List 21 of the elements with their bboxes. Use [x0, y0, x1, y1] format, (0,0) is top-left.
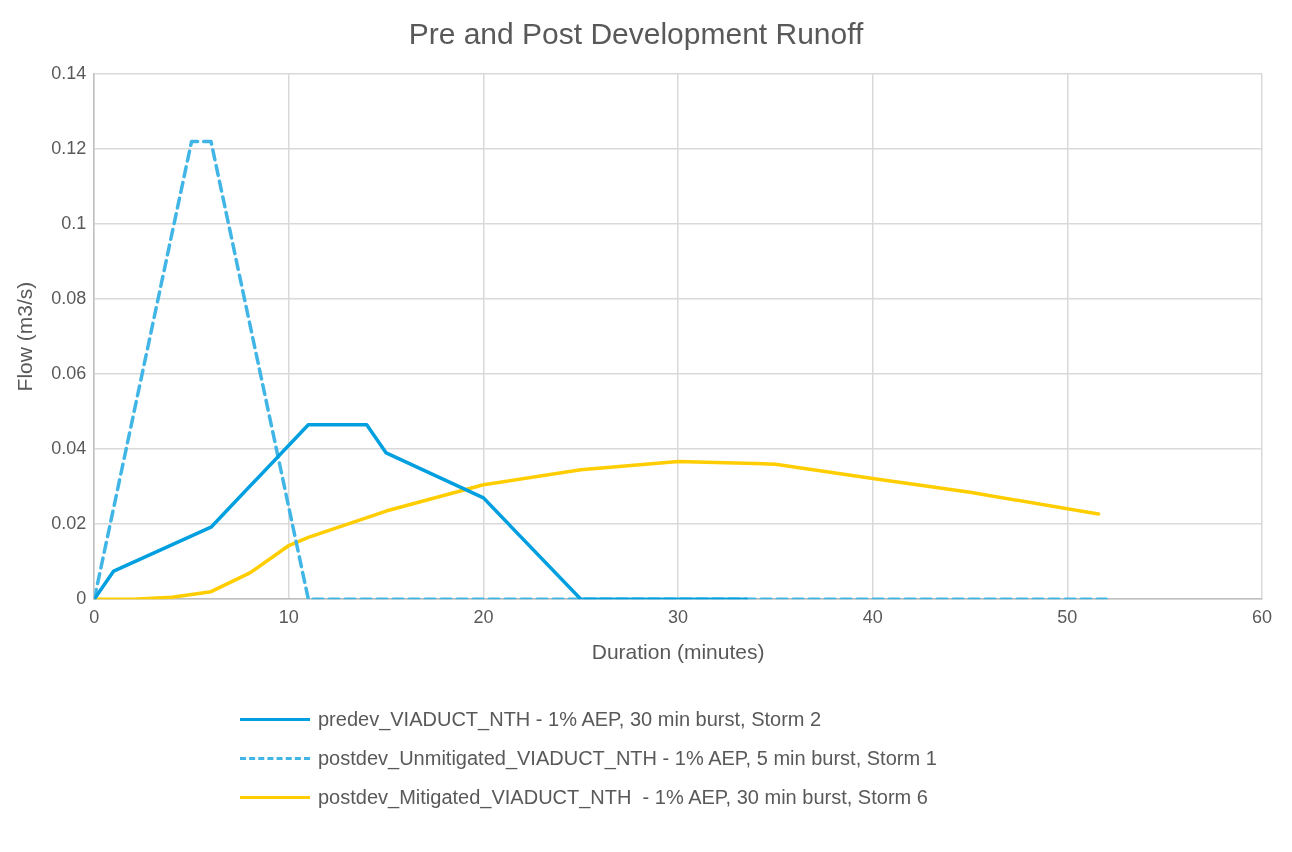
y-tick-label: 0.04 — [51, 438, 87, 459]
y-axis-title: Flow (m3/s) — [13, 281, 37, 392]
x-tick-label: 40 — [862, 606, 883, 627]
x-tick-label: 20 — [473, 606, 494, 627]
y-tick-label: 0.1 — [61, 213, 87, 234]
y-tick-label: 0.12 — [51, 138, 87, 158]
y-tick-label: 0.14 — [51, 62, 87, 83]
y-tick-label: 0 — [76, 588, 87, 609]
legend-label: postdev_Mitigated_VIADUCT_NTH - 1% AEP, 30 min burst, Storm 6 — [318, 786, 928, 809]
x-tick-label: 60 — [1251, 606, 1273, 627]
legend-label: postdev_Unmitigated_VIADUCT_NTH - 1% AEP, 5 min burst, Storm 1 — [318, 747, 937, 770]
x-axis-title: Duration (minutes) — [591, 640, 765, 664]
x-tick-label: 50 — [1057, 606, 1078, 627]
x-tick-label: 10 — [278, 606, 299, 627]
y-tick-label: 0.02 — [51, 513, 87, 534]
x-tick-label: 0 — [89, 606, 100, 627]
y-tick-label: 0.06 — [51, 363, 87, 384]
y-tick-label: 0.08 — [51, 288, 87, 309]
x-tick-label: 30 — [668, 606, 689, 627]
legend-label: predev_VIADUCT_NTH - 1% AEP, 30 min burst, Storm 2 — [318, 708, 822, 731]
chart-title: Pre and Post Development Runoff — [408, 17, 865, 51]
